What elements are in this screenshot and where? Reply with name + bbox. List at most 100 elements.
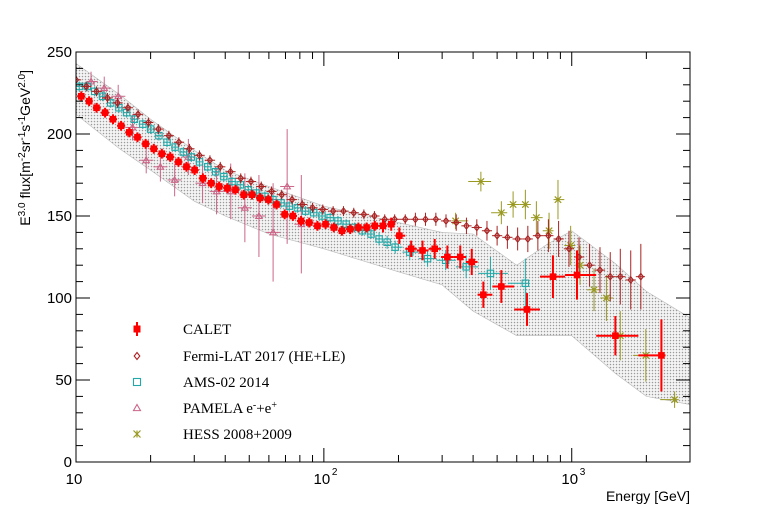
x-tick-label-base: 10: [561, 471, 578, 488]
point-pamela-e-e: [268, 228, 278, 236]
y-axis-title-part: flux[m: [17, 161, 33, 202]
point-calet: [265, 196, 272, 203]
point-ams-02-2014: [220, 172, 228, 181]
point-ams-02-2014: [486, 269, 495, 278]
point-calet: [314, 222, 321, 230]
point-calet: [240, 191, 248, 198]
x-tick-label-exponent: 2: [332, 467, 338, 478]
legend: CALET Fermi-LAT 2017 (HE+LE) AMS-02 2014 PA…: [132, 322, 345, 443]
series-hess-2008-2009: [451, 171, 679, 408]
point-hess-2008-2009: [670, 396, 679, 404]
legend-label-part: PAMELA e: [183, 401, 253, 417]
point-ams-02-2014: [462, 263, 470, 271]
x-tick-label: 10 2: [314, 467, 338, 488]
point-calet: [158, 150, 166, 157]
legend-label: CALET: [183, 322, 231, 338]
point-ams-02-2014: [423, 254, 432, 263]
point-calet: [480, 291, 487, 299]
point-fermi-lat-2017-he-le: [524, 234, 532, 244]
point-calet: [355, 224, 362, 231]
x-tick-label: 10: [66, 471, 83, 488]
point-calet: [498, 283, 505, 290]
point-hess-2008-2009: [532, 214, 540, 222]
point-fermi-lat-2017-he-le: [175, 138, 183, 147]
plot-frame: [75, 51, 691, 463]
legend-label: PAMELA e-+e+: [183, 400, 277, 418]
legend-marker: [132, 403, 142, 412]
point-calet: [199, 174, 207, 182]
y-tick-label: 150: [47, 208, 72, 225]
point-calet: [305, 219, 313, 226]
axis-ticks: [75, 51, 691, 463]
legend-entry-fermi-lat-2017-he-le: Fermi-LAT 2017 (HE+LE): [133, 349, 345, 365]
point-calet: [456, 253, 464, 261]
point-ams-02-2014: [301, 207, 310, 215]
y-tick-label: 0: [64, 454, 72, 471]
point-fermi-lat-2017-he-le: [504, 233, 511, 242]
point-pamela-e-e: [86, 77, 96, 85]
point-calet: [125, 129, 133, 136]
point-fermi-lat-2017-he-le: [186, 144, 193, 153]
x-tick-label: 10 3: [561, 467, 585, 488]
point-hess-2008-2009: [497, 209, 505, 217]
point-fermi-lat-2017-he-le: [298, 200, 306, 209]
legend-label-part: AMS-02 2014: [183, 375, 270, 391]
point-fermi-lat-2017-he-le: [617, 272, 624, 281]
point-calet: [224, 184, 231, 192]
point-pamela-e-e: [198, 178, 207, 187]
point-fermi-lat-2017-he-le: [350, 208, 358, 217]
point-fermi-lat-2017-he-le: [463, 221, 470, 230]
point-fermi-lat-2017-he-le: [196, 151, 203, 160]
point-fermi-lat-2017-he-le: [381, 215, 388, 224]
point-hess-2008-2009: [521, 200, 529, 209]
point-calet: [289, 212, 297, 220]
y-axis-title-part: ]: [17, 70, 33, 74]
point-fermi-lat-2017-he-le: [606, 272, 614, 281]
x-tick-label-base: 10: [314, 471, 331, 488]
legend-marker: [132, 377, 142, 387]
point-fermi-lat-2017-he-le: [268, 187, 275, 196]
point-fermi-lat-2017-he-le: [422, 215, 429, 224]
point-fermi-lat-2017-he-le: [473, 223, 481, 232]
x-tick-label-exponent: 3: [580, 467, 586, 478]
point-fermi-lat-2017-he-le: [237, 174, 245, 183]
point-fermi-lat-2017-he-le: [93, 87, 100, 96]
point-fermi-lat-2017-he-le: [493, 231, 501, 240]
point-calet: [338, 227, 346, 235]
y-axis-title-part: -1: [17, 131, 28, 140]
point-calet: [175, 158, 182, 166]
point-fermi-lat-2017-he-le: [206, 156, 214, 165]
point-fermi-lat-2017-he-le: [165, 131, 173, 140]
point-pamela-e-e: [254, 211, 264, 219]
point-calet: [658, 352, 665, 359]
point-fermi-lat-2017-he-le: [134, 110, 142, 119]
point-calet: [150, 145, 158, 153]
point-ams-02-2014: [203, 163, 212, 171]
point-fermi-lat-2017-he-le: [309, 203, 316, 212]
point-calet: [77, 92, 85, 100]
point-calet: [371, 222, 379, 230]
y-axis-title-part: 3.0: [17, 202, 28, 216]
point-fermi-lat-2017-he-le: [545, 231, 552, 240]
point-pamela-e-e: [283, 182, 292, 190]
point-fermi-lat-2017-he-le: [278, 190, 285, 199]
point-calet: [101, 109, 109, 116]
point-hess-2008-2009: [602, 294, 611, 302]
point-fermi-lat-2017-he-le: [483, 226, 491, 235]
y-axis-title-part: 2.0: [17, 73, 28, 87]
point-pamela-e-e: [170, 175, 179, 183]
legend-label-part: Fermi-LAT 2017 (HE+LE): [183, 349, 345, 365]
point-calet: [85, 97, 93, 105]
legend-entry-calet: CALET: [133, 322, 231, 338]
point-fermi-lat-2017-he-le: [114, 98, 121, 107]
point-calet: [273, 201, 280, 208]
point-calet: [117, 122, 125, 130]
series-layer: [76, 71, 679, 408]
point-pamela-e-e: [156, 162, 165, 170]
point-fermi-lat-2017-he-le: [247, 177, 255, 186]
point-calet: [612, 332, 619, 340]
point-fermi-lat-2017-he-le: [391, 215, 398, 224]
legend-entry-hess-2008-2009: HESS 2008+2009: [133, 427, 292, 443]
legend-marker: [133, 325, 141, 333]
